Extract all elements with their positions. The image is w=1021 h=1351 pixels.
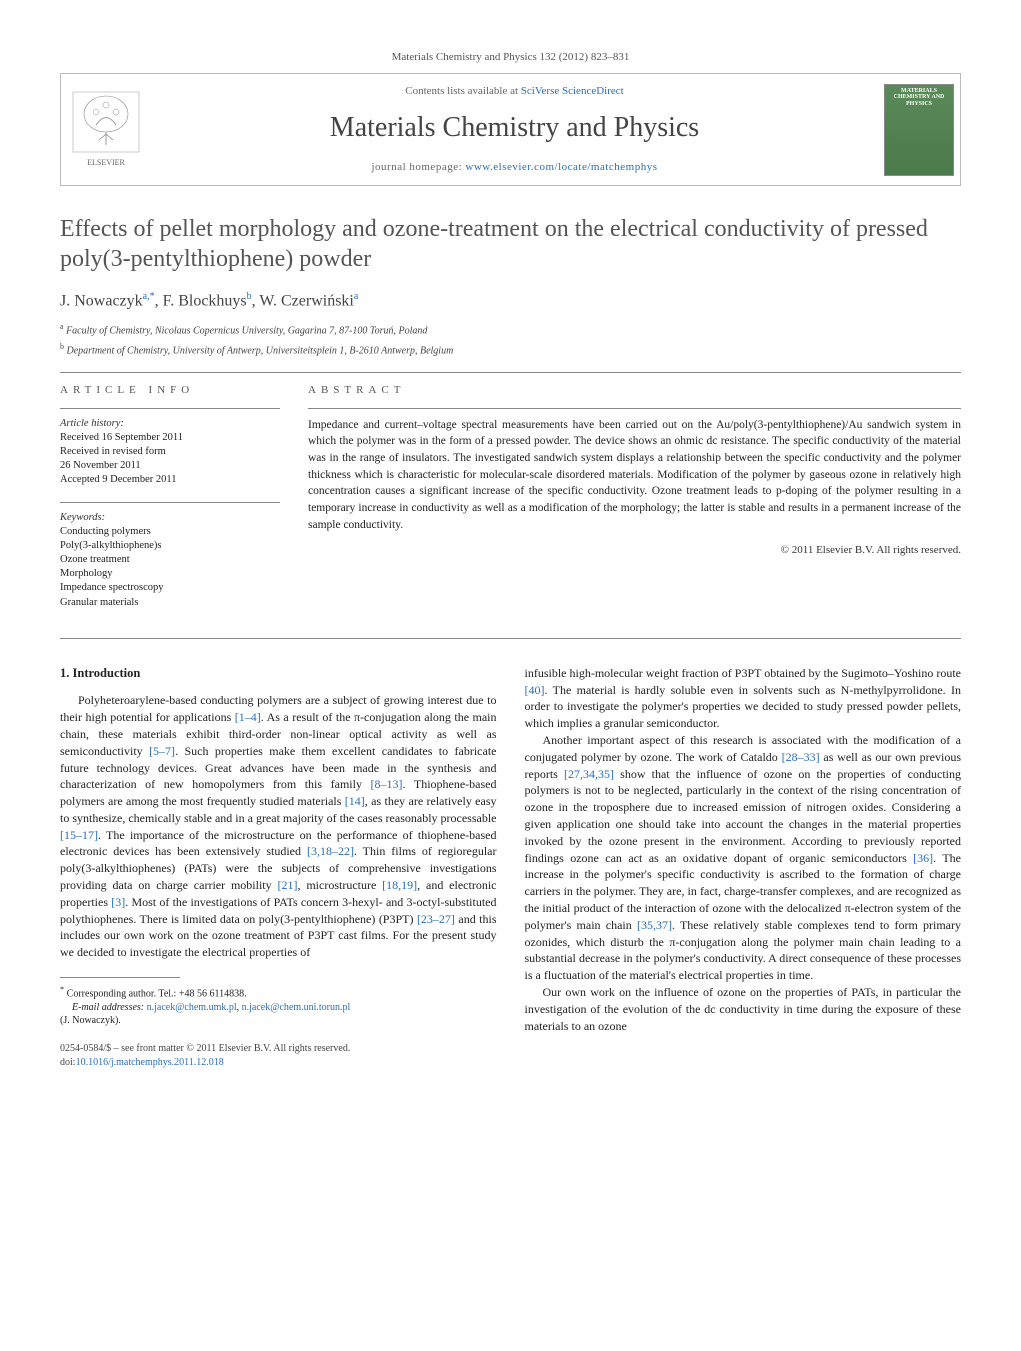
article-history: Article history: Received 16 September 2… — [60, 417, 280, 488]
abstract-copyright: © 2011 Elsevier B.V. All rights reserved… — [308, 543, 961, 558]
ref-link[interactable]: [5–7] — [149, 744, 175, 758]
journal-cover-image: MATERIALS CHEMISTRY AND PHYSICS — [884, 84, 954, 176]
article-info-heading: ARTICLE INFO — [60, 383, 280, 398]
elsevier-tree-icon: ELSEVIER — [71, 90, 141, 170]
right-column: infusible high-molecular weight fraction… — [525, 665, 962, 1070]
article-title: Effects of pellet morphology and ozone-t… — [60, 214, 961, 274]
divider — [60, 638, 961, 639]
col2-para-3: Our own work on the influence of ozone o… — [525, 984, 962, 1034]
contents-available: Contents lists available at SciVerse Sci… — [151, 84, 878, 99]
ref-link[interactable]: [15–17] — [60, 828, 98, 842]
ref-link[interactable]: [3] — [111, 895, 125, 909]
ref-link[interactable]: [1–4] — [235, 710, 261, 724]
ref-link[interactable]: [23–27] — [417, 912, 455, 926]
authors: J. Nowaczyka,*, F. Blockhuysb, W. Czerwi… — [60, 290, 961, 312]
intro-para-1: Polyheteroarylene-based conducting polym… — [60, 692, 497, 961]
col2-para-1: infusible high-molecular weight fraction… — [525, 665, 962, 732]
front-matter: 0254-0584/$ – see front matter © 2011 El… — [60, 1042, 497, 1070]
article-info-column: ARTICLE INFO Article history: Received 1… — [60, 383, 280, 624]
ref-link[interactable]: [14] — [345, 794, 365, 808]
footnote-separator — [60, 977, 180, 978]
divider — [60, 372, 961, 373]
abstract-heading: ABSTRACT — [308, 383, 961, 398]
ref-link[interactable]: [36] — [913, 851, 933, 865]
elsevier-logo: ELSEVIER — [61, 74, 151, 185]
top-citation: Materials Chemistry and Physics 132 (201… — [60, 50, 961, 65]
section-1-heading: 1. Introduction — [60, 665, 497, 683]
svg-text:ELSEVIER: ELSEVIER — [87, 158, 125, 167]
abstract-text: Impedance and current–voltage spectral m… — [308, 417, 961, 534]
ref-link[interactable]: [35,37] — [637, 918, 672, 932]
email-link[interactable]: n.jacek@chem.umk.pl — [147, 1002, 237, 1013]
ref-link[interactable]: [3,18–22] — [307, 844, 354, 858]
left-column: 1. Introduction Polyheteroarylene-based … — [60, 665, 497, 1070]
email-link[interactable]: n.jacek@chem.uni.torun.pl — [242, 1002, 351, 1013]
journal-cover: MATERIALS CHEMISTRY AND PHYSICS — [878, 74, 960, 185]
journal-homepage: journal homepage: www.elsevier.com/locat… — [151, 160, 878, 175]
ref-link[interactable]: [8–13] — [371, 777, 403, 791]
ref-link[interactable]: [27,34,35] — [564, 767, 614, 781]
affiliation-a: a Faculty of Chemistry, Nicolaus Coperni… — [60, 322, 961, 338]
col2-para-2: Another important aspect of this researc… — [525, 732, 962, 984]
homepage-link[interactable]: www.elsevier.com/locate/matchemphys — [465, 161, 657, 173]
ref-link[interactable]: [28–33] — [782, 750, 820, 764]
sciencedirect-link[interactable]: SciVerse ScienceDirect — [521, 85, 624, 97]
ref-link[interactable]: [40] — [525, 683, 545, 697]
ref-link[interactable]: [21] — [277, 878, 297, 892]
keywords: Keywords: Conducting polymers Poly(3-alk… — [60, 511, 280, 610]
journal-header: ELSEVIER Contents lists available at Sci… — [60, 73, 961, 186]
journal-name: Materials Chemistry and Physics — [151, 109, 878, 147]
abstract-column: ABSTRACT Impedance and current–voltage s… — [308, 383, 961, 624]
affiliation-b: b Department of Chemistry, University of… — [60, 342, 961, 358]
doi-link[interactable]: 10.1016/j.matchemphys.2011.12.018 — [76, 1057, 224, 1068]
ref-link[interactable]: [18,19] — [382, 878, 417, 892]
footnotes: * Corresponding author. Tel.: +48 56 611… — [60, 984, 497, 1028]
